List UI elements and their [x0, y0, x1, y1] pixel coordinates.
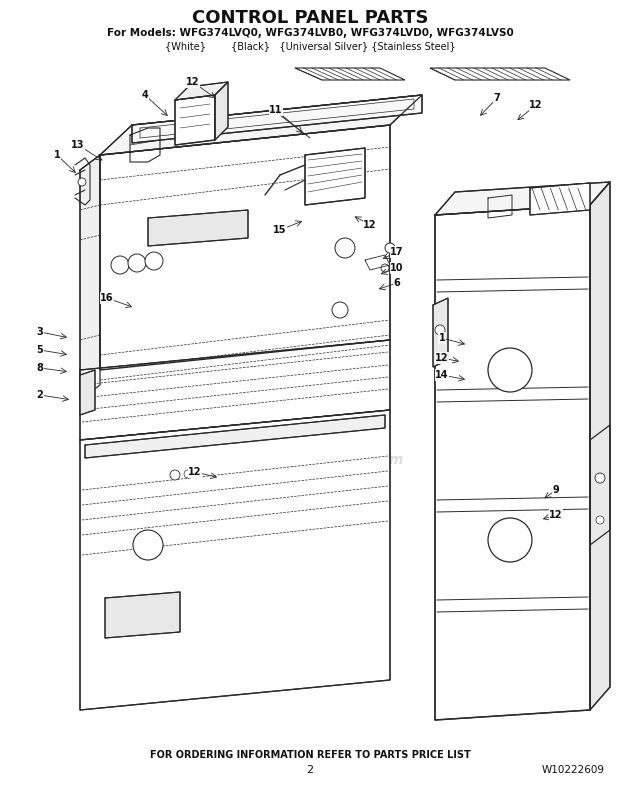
- Text: CONTROL PANEL PARTS: CONTROL PANEL PARTS: [192, 9, 428, 27]
- Polygon shape: [148, 210, 248, 246]
- Text: 9: 9: [552, 485, 559, 495]
- Text: 11: 11: [269, 105, 283, 115]
- Polygon shape: [80, 340, 390, 440]
- Circle shape: [335, 238, 355, 258]
- Circle shape: [145, 252, 163, 270]
- Text: 5: 5: [37, 345, 43, 355]
- Text: FOR ORDERING INFORMATION REFER TO PARTS PRICE LIST: FOR ORDERING INFORMATION REFER TO PARTS …: [149, 750, 471, 760]
- Polygon shape: [305, 148, 365, 205]
- Text: 6: 6: [394, 278, 401, 288]
- Text: 4: 4: [141, 90, 148, 100]
- Polygon shape: [530, 183, 590, 215]
- Text: 12: 12: [186, 77, 200, 87]
- Text: 8: 8: [37, 363, 43, 373]
- Text: For Models: WFG374LVQ0, WFG374LVB0, WFG374LVD0, WFG374LVS0: For Models: WFG374LVQ0, WFG374LVB0, WFG3…: [107, 28, 513, 38]
- Text: 3: 3: [37, 327, 43, 337]
- Polygon shape: [80, 370, 95, 415]
- Circle shape: [128, 254, 146, 272]
- Polygon shape: [85, 415, 385, 458]
- Polygon shape: [430, 68, 570, 80]
- Circle shape: [435, 325, 445, 335]
- Polygon shape: [175, 82, 228, 100]
- Circle shape: [381, 264, 389, 272]
- Circle shape: [488, 518, 532, 562]
- Text: 1: 1: [53, 150, 60, 160]
- Circle shape: [133, 530, 163, 560]
- Circle shape: [78, 178, 86, 186]
- Text: {White}        {Black}   {Universal Silver} {Stainless Steel}: {White} {Black} {Universal Silver} {Stai…: [165, 41, 455, 51]
- Polygon shape: [80, 410, 390, 710]
- Text: W10222609: W10222609: [542, 765, 605, 775]
- Polygon shape: [175, 95, 215, 145]
- Circle shape: [332, 302, 348, 318]
- Polygon shape: [100, 95, 422, 155]
- Text: 14: 14: [435, 370, 449, 380]
- Circle shape: [170, 470, 180, 480]
- Text: 1: 1: [438, 333, 445, 343]
- Polygon shape: [590, 182, 610, 710]
- Polygon shape: [105, 592, 180, 638]
- Text: 7: 7: [494, 93, 500, 103]
- Circle shape: [488, 348, 532, 392]
- Polygon shape: [215, 82, 228, 140]
- Polygon shape: [435, 182, 610, 215]
- Circle shape: [111, 256, 129, 274]
- Text: 12: 12: [435, 353, 449, 363]
- Text: 12: 12: [549, 510, 563, 520]
- Circle shape: [184, 470, 192, 478]
- Polygon shape: [295, 68, 405, 80]
- Circle shape: [596, 516, 604, 524]
- Circle shape: [385, 243, 395, 253]
- Text: 2: 2: [306, 765, 314, 775]
- Polygon shape: [435, 205, 590, 720]
- Circle shape: [595, 473, 605, 483]
- Text: 2: 2: [37, 390, 43, 400]
- Text: eReplacementParts.com: eReplacementParts.com: [216, 453, 404, 467]
- Polygon shape: [132, 95, 422, 143]
- Polygon shape: [80, 155, 100, 400]
- Polygon shape: [100, 125, 390, 370]
- Text: 10: 10: [390, 263, 404, 273]
- Text: 12: 12: [188, 467, 202, 477]
- Text: 12: 12: [363, 220, 377, 230]
- Polygon shape: [433, 298, 448, 367]
- Text: 12: 12: [529, 100, 542, 110]
- Text: 13: 13: [71, 140, 85, 150]
- Text: 16: 16: [100, 293, 113, 303]
- Text: 15: 15: [273, 225, 286, 235]
- Text: 17: 17: [390, 247, 404, 257]
